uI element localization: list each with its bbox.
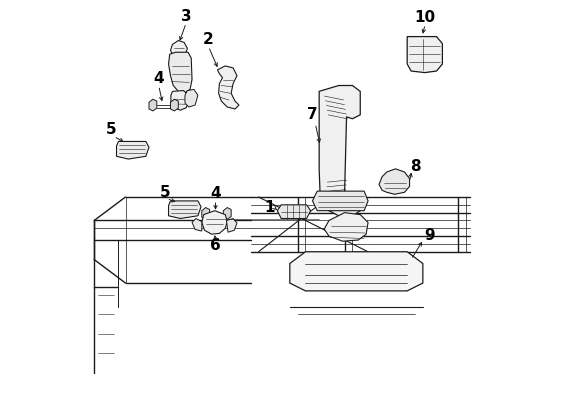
Polygon shape	[319, 85, 360, 216]
Text: 6: 6	[210, 238, 221, 253]
Polygon shape	[202, 208, 210, 219]
Polygon shape	[324, 213, 368, 241]
Polygon shape	[379, 169, 409, 194]
Text: 8: 8	[409, 159, 420, 174]
Text: 1: 1	[264, 200, 274, 215]
Polygon shape	[202, 211, 227, 234]
Polygon shape	[227, 219, 237, 232]
Text: 5: 5	[159, 185, 170, 200]
Polygon shape	[290, 252, 423, 291]
Text: 2: 2	[202, 32, 213, 47]
Polygon shape	[277, 205, 311, 219]
Polygon shape	[149, 99, 157, 111]
Polygon shape	[218, 66, 239, 109]
Text: 4: 4	[153, 71, 164, 86]
Polygon shape	[169, 201, 201, 219]
Polygon shape	[169, 52, 192, 93]
Text: 7: 7	[307, 107, 318, 123]
Polygon shape	[171, 91, 189, 110]
Polygon shape	[117, 141, 149, 159]
Polygon shape	[312, 191, 368, 211]
Text: 9: 9	[424, 228, 434, 243]
Polygon shape	[407, 37, 442, 72]
Polygon shape	[223, 208, 231, 219]
Text: 5: 5	[105, 122, 116, 137]
Polygon shape	[192, 219, 202, 231]
Polygon shape	[170, 41, 187, 58]
Text: 10: 10	[415, 9, 436, 24]
Polygon shape	[170, 99, 178, 111]
Text: 4: 4	[210, 186, 221, 201]
Text: 3: 3	[181, 9, 191, 24]
Polygon shape	[185, 89, 198, 107]
